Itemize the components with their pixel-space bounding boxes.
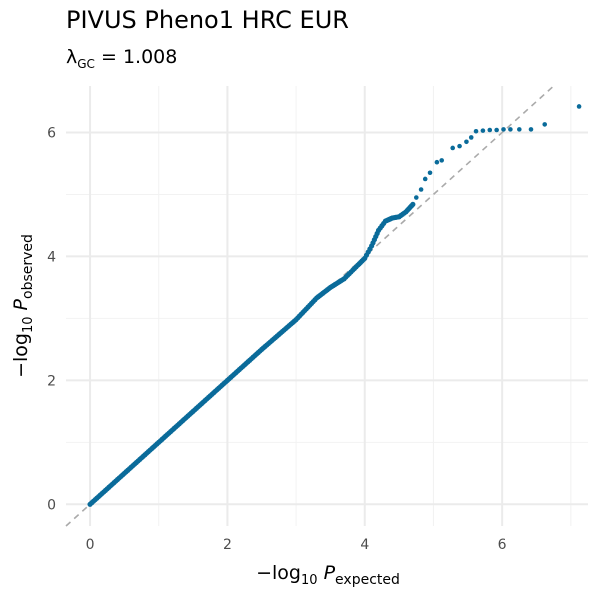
qq-point	[418, 187, 424, 192]
qq-point	[494, 127, 499, 133]
qq-point	[508, 127, 513, 132]
chart-subtitle: λGC = 1.008	[66, 46, 177, 71]
lambda-symbol: λ	[66, 46, 78, 68]
qq-point	[457, 143, 462, 149]
qq-point	[422, 176, 428, 182]
qq-point	[528, 127, 534, 132]
y-tick-label: 2	[47, 373, 56, 389]
lambda-value: 1.008	[122, 46, 178, 68]
y-tick-label: 6	[47, 125, 56, 141]
equals-sign: =	[94, 46, 123, 68]
tick-labels-layer: 0 2 4 6 0 2 4 6	[47, 125, 507, 553]
qq-point	[468, 135, 474, 140]
qq-point	[480, 128, 486, 133]
qq-point	[542, 122, 548, 127]
qq-point	[576, 104, 582, 109]
lambda-subscript: GC	[77, 56, 95, 71]
chart-title: PIVUS Pheno1 HRC EUR	[66, 6, 349, 34]
points-layer	[87, 104, 582, 507]
x-tick-label: 6	[498, 537, 507, 553]
y-axis-title: −log10 Pobserved	[10, 234, 36, 378]
qq-point	[434, 159, 440, 165]
qq-point	[487, 127, 493, 133]
qq-point	[473, 128, 479, 134]
x-axis-title: −log10 Pexpected	[256, 562, 400, 588]
qq-point	[464, 139, 469, 145]
qq-point	[427, 170, 433, 176]
x-tick-label: 0	[86, 537, 95, 553]
y-tick-label: 4	[47, 249, 56, 265]
x-tick-label: 2	[223, 537, 232, 553]
qq-point	[439, 158, 445, 163]
grid-layer	[66, 86, 588, 526]
x-tick-label: 4	[360, 537, 369, 553]
qq-point	[413, 195, 419, 200]
qq-point	[517, 127, 522, 132]
y-tick-label: 0	[47, 497, 56, 513]
qq-point	[501, 127, 506, 132]
qq-point	[410, 201, 416, 207]
qq-point	[450, 145, 455, 151]
